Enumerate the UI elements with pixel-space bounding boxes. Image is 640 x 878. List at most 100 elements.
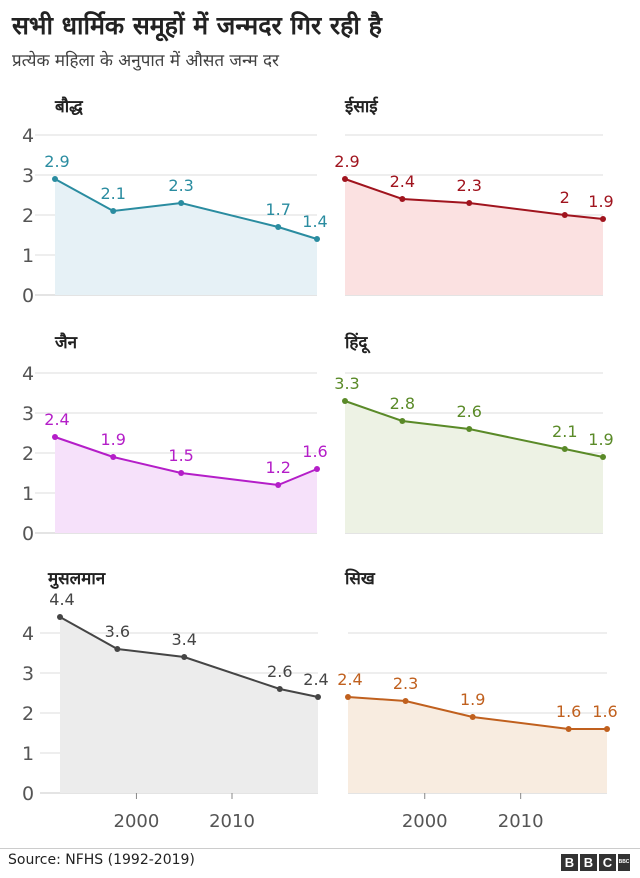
panel-3-ytick-label-4: 4 (22, 363, 34, 385)
panel-6-point-0 (345, 694, 351, 700)
logo-letter-b1: B (561, 854, 578, 871)
panel-4-point-0 (342, 398, 348, 404)
panel-3-ytick-label-3: 3 (22, 403, 34, 425)
chart-title: सभी धार्मिक समूहों में जन्मदर गिर रही है (12, 11, 382, 40)
panel-5-point-0 (57, 614, 63, 620)
panel-5-point-4 (315, 694, 321, 700)
panel-5-area (60, 617, 318, 793)
panel-4-point-1 (399, 418, 406, 424)
panel-1-point-4 (314, 236, 320, 242)
panel-1-point-2 (178, 200, 185, 206)
panel-4-area (345, 401, 603, 533)
panel-2-data-label-4: 1.9 (588, 192, 613, 211)
panel-3-ytick-label-2: 2 (22, 443, 34, 465)
panel-6-xtick-label-1: 2010 (498, 811, 544, 832)
panel-6-data-label-4: 1.6 (592, 702, 617, 721)
panel-1-point-0 (52, 176, 58, 182)
source-note: Source: NFHS (1992-2019) (8, 852, 195, 868)
panel-1-ytick-label-4: 4 (22, 125, 34, 147)
panel-2-data-label-0: 2.9 (334, 152, 359, 171)
panel-1-data-label-1: 2.1 (100, 184, 125, 203)
panel-5-ytick-label-0: 0 (22, 783, 34, 805)
panel-5-point-3 (276, 686, 283, 692)
panel-3-title: जैन (54, 332, 78, 353)
panel-5-xtick-label-0: 2000 (114, 811, 160, 832)
panel-1-data-label-4: 1.4 (302, 212, 327, 231)
panel-6-data-label-3: 1.6 (556, 702, 581, 721)
panel-3-data-label-4: 1.6 (302, 442, 327, 461)
panel-5-xtick-label-1: 2010 (209, 811, 255, 832)
panel-4-data-label-0: 3.3 (334, 374, 359, 393)
panel-2-point-0 (342, 176, 348, 182)
panel-3-point-1 (110, 454, 117, 460)
panel-6-title: सिख (344, 568, 376, 589)
panel-1-ytick-label-3: 3 (22, 165, 34, 187)
panel-4-title: हिंदू (344, 332, 371, 354)
panel-6-area (348, 697, 607, 793)
panel-1-point-3 (275, 224, 282, 230)
panel-5-ytick-label-4: 4 (22, 623, 34, 645)
panel-3-data-label-3: 1.2 (265, 458, 290, 477)
panel-1-ytick-label-0: 0 (22, 285, 34, 307)
chart-subtitle: प्रत्येक महिला के अनुपात में औसत जन्म दर (12, 51, 280, 71)
panel-1-title: बौद्ध (54, 96, 84, 117)
panel-2-data-label-3: 2 (560, 188, 570, 207)
panel-3-ytick-label-1: 1 (22, 483, 34, 505)
panel-3-point-4 (314, 466, 320, 472)
logo-small-text: BBC (618, 854, 630, 871)
panel-5-ytick-label-2: 2 (22, 703, 34, 725)
panel-4-point-3 (561, 446, 568, 452)
panel-3-data-label-0: 2.4 (44, 410, 69, 429)
panel-2-data-label-1: 2.4 (390, 172, 415, 191)
panel-1-point-1 (110, 208, 117, 214)
bbc-logo: B B C BBC (561, 854, 630, 871)
panel-1-ytick-label-2: 2 (22, 205, 34, 227)
panel-6-point-2 (469, 714, 476, 720)
panel-3-area (55, 437, 317, 533)
panel-6-data-label-1: 2.3 (393, 674, 418, 693)
panel-2-point-3 (561, 212, 568, 218)
panel-1-area (55, 179, 317, 295)
panel-1-data-label-2: 2.3 (168, 176, 193, 195)
panel-4-data-label-3: 2.1 (552, 422, 577, 441)
panel-3-data-label-1: 1.9 (100, 430, 125, 449)
panel-1-data-label-3: 1.7 (265, 200, 290, 219)
panel-4-data-label-2: 2.6 (456, 402, 481, 421)
panel-3-data-label-2: 1.5 (168, 446, 193, 465)
panel-5-point-1 (114, 646, 121, 652)
panel-6-point-3 (565, 726, 572, 732)
panel-5-data-label-4: 2.4 (303, 670, 328, 689)
panel-4-point-2 (466, 426, 473, 432)
panel-6-point-1 (402, 698, 409, 704)
panel-2-point-2 (466, 200, 473, 206)
panel-5-data-label-0: 4.4 (49, 590, 74, 609)
panel-2-title: ईसाई (344, 96, 379, 117)
panel-3-point-3 (275, 482, 282, 488)
panel-2-point-1 (399, 196, 406, 202)
panel-6-data-label-0: 2.4 (337, 670, 362, 689)
panel-4-point-4 (600, 454, 606, 460)
panel-5-data-label-2: 3.4 (171, 630, 196, 649)
panel-4-data-label-1: 2.8 (390, 394, 415, 413)
panel-5-ytick-label-1: 1 (22, 743, 34, 765)
panel-1-ytick-label-1: 1 (22, 245, 34, 267)
panel-5-data-label-3: 2.6 (267, 662, 292, 681)
logo-letter-b2: B (580, 854, 597, 871)
panel-5-title: मुसलमान (47, 569, 106, 589)
panel-6-xtick-label-0: 2000 (402, 811, 448, 832)
panel-3-point-0 (52, 434, 58, 440)
panel-6-data-label-2: 1.9 (460, 690, 485, 709)
panel-5-ytick-label-3: 3 (22, 663, 34, 685)
panel-3-ytick-label-0: 0 (22, 523, 34, 545)
footer-divider (0, 848, 640, 849)
logo-letter-c: C (599, 854, 616, 871)
panel-2-area (345, 179, 603, 295)
panel-5-data-label-1: 3.6 (105, 622, 130, 641)
panel-6-point-4 (604, 726, 610, 732)
panel-2-point-4 (600, 216, 606, 222)
panel-1-data-label-0: 2.9 (44, 152, 69, 171)
panel-4-data-label-4: 1.9 (588, 430, 613, 449)
panel-3-point-2 (178, 470, 185, 476)
panel-5-point-2 (181, 654, 188, 660)
